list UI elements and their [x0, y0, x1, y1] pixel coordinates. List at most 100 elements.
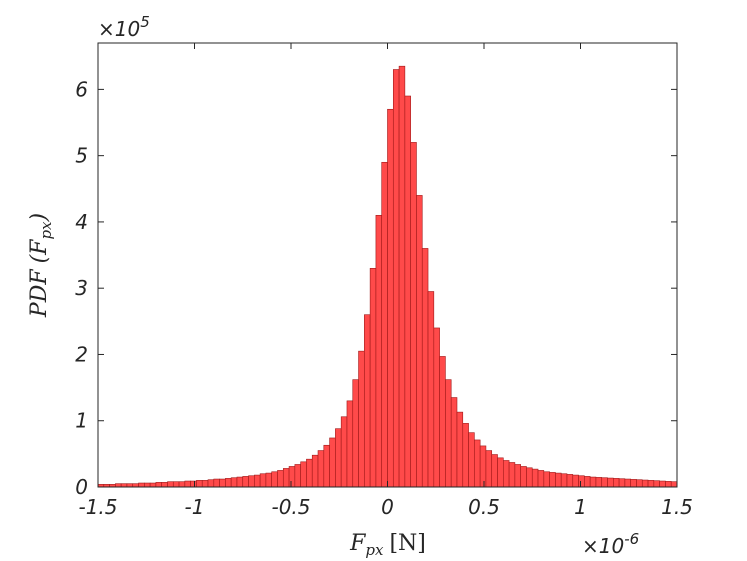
- histogram-bar: [340, 416, 348, 488]
- histogram-bar: [497, 457, 504, 488]
- histogram-bar: [450, 397, 458, 488]
- x-multiplier: ×10-6: [582, 530, 639, 558]
- histogram-bar: [589, 476, 597, 488]
- histogram-bar: [665, 481, 672, 488]
- histogram-bar: [259, 473, 267, 488]
- histogram-bar: [236, 476, 244, 488]
- x-tick-label: -1: [185, 495, 205, 519]
- histogram-bar: [670, 481, 678, 488]
- histogram-bar: [161, 482, 168, 488]
- histogram-bar: [352, 379, 359, 488]
- histogram-bar: [271, 471, 278, 488]
- y-label-open: (F: [27, 239, 52, 264]
- histogram-bar: [404, 95, 411, 488]
- histogram-bar: [520, 466, 527, 488]
- histogram-bar: [578, 475, 585, 488]
- histogram-bar: [248, 475, 255, 488]
- histogram-bar: [254, 474, 261, 488]
- histogram-bar: [172, 481, 180, 488]
- histogram-bar: [364, 314, 371, 488]
- histogram-bar: [607, 477, 614, 488]
- histogram-bar: [514, 464, 521, 488]
- x-axis-label: Fpx [N]: [349, 531, 426, 559]
- x-multiplier-base: ×10: [582, 534, 624, 558]
- histogram-bar: [555, 472, 562, 488]
- histogram-bar: [560, 473, 568, 488]
- histogram-bar: [282, 468, 290, 488]
- histogram-bar: [346, 400, 354, 488]
- x-tick-label: 0.5: [468, 495, 500, 519]
- y-axis-label: PDF (Fpx): [27, 213, 55, 318]
- x-multiplier-exponent: -6: [624, 530, 639, 548]
- histogram-bar: [410, 142, 417, 488]
- y-tick-label: 1: [75, 409, 88, 433]
- x-tick-label: -1.5: [78, 495, 117, 519]
- histogram-bar: [277, 470, 284, 488]
- y-label-name: PDF: [27, 269, 52, 318]
- histogram-bar: [329, 437, 336, 488]
- histogram-bar: [155, 482, 162, 488]
- histogram-bar: [566, 474, 574, 488]
- y-tick-label: 3: [75, 276, 88, 300]
- x-label-unit: [N]: [389, 531, 425, 556]
- histogram-bar: [196, 480, 203, 488]
- histogram-bar: [584, 476, 591, 488]
- histogram-bar: [479, 445, 487, 488]
- y-tick-label: 2: [75, 342, 88, 366]
- x-tick-label: 1.5: [661, 495, 693, 519]
- histogram-bar: [624, 478, 631, 488]
- histogram-bar: [265, 472, 273, 488]
- histogram-bar: [595, 477, 603, 488]
- y-tick-label: 0: [75, 475, 88, 499]
- x-tick-label: 0: [381, 495, 394, 519]
- histogram-bar: [630, 479, 637, 488]
- histogram-bar: [144, 482, 151, 488]
- histogram-bar: [653, 480, 660, 488]
- histogram-bar: [445, 379, 452, 488]
- histogram-bar: [572, 474, 579, 488]
- histogram-bar: [641, 479, 649, 488]
- histogram-bar: [502, 460, 510, 488]
- x-label-subscript: px: [365, 541, 384, 559]
- histogram-bar: [190, 480, 197, 488]
- histogram-bar: [531, 468, 539, 488]
- histogram-bar: [294, 464, 301, 488]
- histogram-bar: [543, 471, 550, 488]
- histogram-bar: [613, 478, 620, 488]
- x-tick-label: -0.5: [271, 495, 310, 519]
- histogram-bar: [381, 161, 388, 488]
- histogram-bar: [149, 482, 157, 488]
- histogram-bar: [335, 428, 342, 488]
- histogram-bar: [387, 108, 394, 488]
- histogram-bar: [311, 454, 319, 488]
- histogram-bar: [167, 481, 174, 488]
- histogram-bar: [392, 69, 400, 488]
- histogram-bar: [288, 466, 296, 488]
- y-label-subscript: px: [37, 221, 55, 240]
- histogram-bar: [358, 350, 365, 488]
- histogram-bar: [242, 476, 249, 488]
- histogram-bar: [207, 479, 215, 488]
- histogram-bar: [225, 478, 232, 488]
- histogram-bar: [485, 450, 493, 488]
- histogram-bar: [549, 472, 556, 488]
- histogram-bar: [213, 478, 220, 488]
- histogram-bar: [647, 480, 655, 488]
- y-tick-label: 4: [75, 210, 88, 234]
- y-label-close: ): [27, 213, 52, 223]
- histogram-bar: [433, 327, 440, 488]
- histogram-bar: [375, 214, 383, 488]
- histogram-bar: [427, 291, 435, 488]
- histogram-bar: [138, 482, 145, 488]
- histogram-bar: [636, 479, 643, 488]
- x-label-symbol: F: [349, 531, 366, 556]
- histogram-bar: [300, 461, 307, 488]
- histogram-bar: [230, 477, 238, 488]
- histogram-bar: [491, 454, 498, 488]
- histogram-bar: [317, 450, 325, 488]
- histogram-bar: [468, 432, 475, 488]
- histogram-bar: [416, 195, 423, 488]
- bars: [97, 65, 678, 488]
- histogram-bar: [369, 268, 377, 488]
